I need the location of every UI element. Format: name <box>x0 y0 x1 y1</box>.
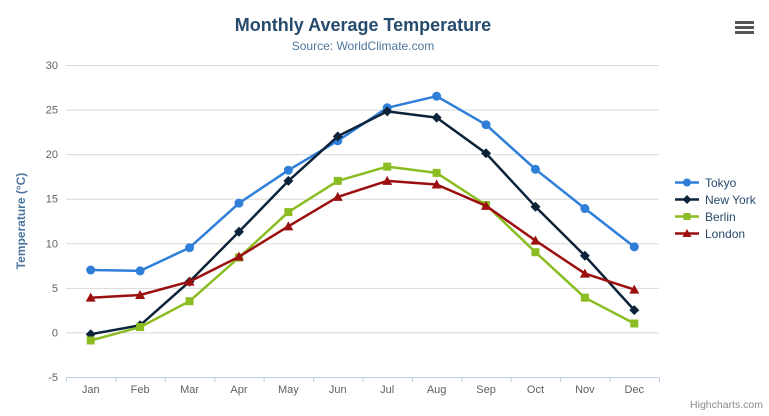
legend-symbol-berlin <box>683 213 691 220</box>
series-line-berlin <box>89 165 636 342</box>
legend-symbol-tokyo <box>683 178 691 187</box>
point-london <box>481 200 492 210</box>
hamburger-icon <box>734 20 754 34</box>
chart-subtitle: Source: WorldClimate.com <box>291 39 435 53</box>
x-axis-label: May <box>278 384 299 396</box>
point-berlin <box>136 323 145 332</box>
point-tokyo <box>481 120 491 130</box>
x-axis-label: Aug <box>427 384 447 396</box>
point-tokyo <box>135 266 145 276</box>
y-axis-label: -5 <box>48 372 58 384</box>
y-axis-label: 30 <box>46 60 58 72</box>
point-tokyo <box>432 91 442 101</box>
x-axis-label: Jan <box>82 384 100 396</box>
x-axis-label: Mar <box>180 384 199 396</box>
point-berlin <box>333 176 342 185</box>
point-london <box>629 284 640 294</box>
y-axis-label: 15 <box>46 194 58 206</box>
point-london <box>332 191 343 201</box>
legend-marker-circle-icon <box>675 178 699 187</box>
y-axis-label: 25 <box>46 105 58 117</box>
legend-symbol-london <box>682 229 692 237</box>
legend-marker-diamond-icon <box>675 195 699 204</box>
point-new-york <box>382 106 393 117</box>
point-berlin <box>185 297 194 306</box>
point-london <box>382 175 393 185</box>
y-axis-label: 10 <box>46 238 58 250</box>
series-line-london <box>89 179 636 299</box>
x-axis-label: Feb <box>131 384 150 396</box>
point-tokyo <box>283 165 293 175</box>
point-berlin <box>531 248 540 257</box>
point-tokyo <box>530 164 540 174</box>
point-new-york <box>530 201 541 212</box>
point-berlin <box>580 293 589 302</box>
y-axis-label: 20 <box>46 149 58 161</box>
point-new-york <box>629 305 640 316</box>
point-new-york <box>579 250 590 261</box>
x-axis-label: Sep <box>476 384 496 396</box>
point-london <box>233 251 244 261</box>
point-berlin <box>86 336 95 345</box>
x-axis-label: Dec <box>625 384 645 396</box>
point-london <box>431 179 442 189</box>
point-london <box>135 289 146 299</box>
point-berlin <box>432 168 441 177</box>
legend-label: Berlin <box>705 209 736 224</box>
point-london <box>579 268 590 278</box>
legend: Tokyo New York Berlin London <box>674 175 756 241</box>
legend-item-london[interactable]: London <box>674 226 756 241</box>
series-line-tokyo <box>89 94 636 273</box>
legend-label: New York <box>705 192 756 207</box>
point-new-york <box>332 131 343 142</box>
y-axis-label: 5 <box>52 283 58 295</box>
point-tokyo <box>86 265 96 275</box>
point-tokyo <box>185 243 195 253</box>
legend-item-new-york[interactable]: New York <box>674 192 756 207</box>
point-new-york <box>283 175 294 186</box>
point-london <box>530 235 541 245</box>
y-axis-title: Temperature (°C) <box>14 173 28 270</box>
legend-label: Tokyo <box>705 175 737 190</box>
point-london <box>85 292 96 302</box>
point-london <box>283 221 294 231</box>
series-line-new-york <box>89 110 636 336</box>
legend-item-berlin[interactable]: Berlin <box>674 209 756 224</box>
point-tokyo <box>580 204 590 214</box>
x-axis-label: Jul <box>380 384 394 396</box>
point-berlin <box>630 319 639 328</box>
x-axis-label: Jun <box>329 384 347 396</box>
point-tokyo <box>629 242 639 252</box>
point-london <box>184 276 195 286</box>
legend-label: London <box>705 226 746 241</box>
point-berlin <box>383 162 392 171</box>
legend-marker-square-icon <box>675 213 699 220</box>
x-axis-label: Nov <box>575 384 595 396</box>
legend-item-tokyo[interactable]: Tokyo <box>674 175 756 190</box>
point-tokyo <box>234 198 244 208</box>
context-menu-button[interactable] <box>731 17 757 39</box>
point-new-york <box>481 148 492 159</box>
credits-link[interactable]: Highcharts.com <box>690 399 763 411</box>
y-axis-label: 0 <box>52 327 58 339</box>
x-axis-label: Apr <box>230 384 247 396</box>
x-axis-label: Oct <box>527 384 544 396</box>
legend-symbol-new-york <box>682 195 692 204</box>
point-berlin <box>284 208 293 217</box>
point-new-york <box>431 112 442 123</box>
legend-marker-triangle-icon <box>675 229 699 237</box>
chart-title: Monthly Average Temperature <box>234 15 492 35</box>
point-new-york <box>233 226 244 237</box>
